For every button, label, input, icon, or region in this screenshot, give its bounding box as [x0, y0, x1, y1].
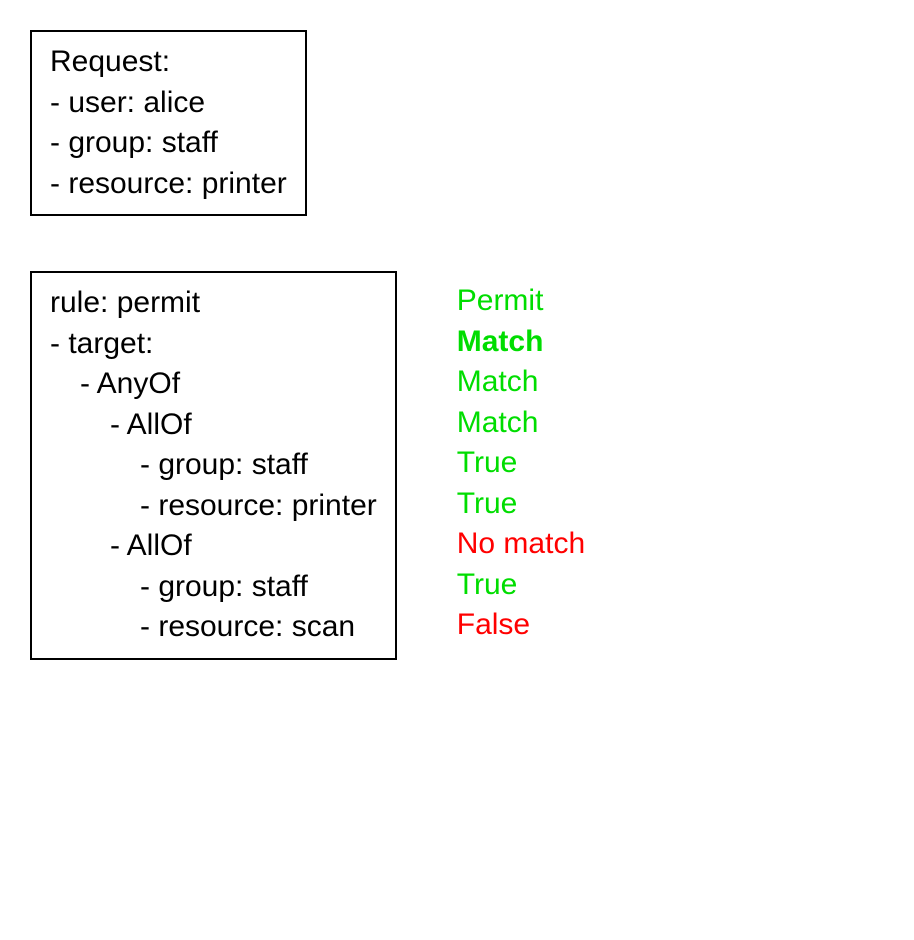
- rule-line: rule: permit: [50, 283, 377, 324]
- rule-line: - resource: scan: [50, 607, 377, 648]
- request-line: - user: alice: [50, 83, 287, 124]
- result-line: True: [457, 484, 585, 525]
- result-line: No match: [457, 524, 585, 565]
- rule-line: - group: staff: [50, 567, 377, 608]
- rule-line: - AllOf: [50, 526, 377, 567]
- result-line: True: [457, 565, 585, 606]
- result-line: True: [457, 443, 585, 484]
- rule-line: - AnyOf: [50, 364, 377, 405]
- rule-column: rule: permit - target: - AnyOf - AllOf -…: [30, 271, 397, 660]
- result-line: Match: [457, 322, 585, 363]
- result-line: Match: [457, 403, 585, 444]
- request-title: Request:: [50, 42, 287, 83]
- request-line: - group: staff: [50, 123, 287, 164]
- rule-line: - resource: printer: [50, 486, 377, 527]
- result-line: False: [457, 605, 585, 646]
- request-line: - resource: printer: [50, 164, 287, 205]
- rule-box: rule: permit - target: - AnyOf - AllOf -…: [30, 271, 397, 660]
- rule-line: - group: staff: [50, 445, 377, 486]
- rule-line: - AllOf: [50, 405, 377, 446]
- rule-result-row: rule: permit - target: - AnyOf - AllOf -…: [30, 271, 884, 660]
- result-line: Match: [457, 362, 585, 403]
- result-column: Permit Match Match Match True True No ma…: [457, 271, 585, 646]
- result-line: Permit: [457, 281, 585, 322]
- rule-line: - target:: [50, 324, 377, 365]
- request-box: Request: - user: alice - group: staff - …: [30, 30, 307, 216]
